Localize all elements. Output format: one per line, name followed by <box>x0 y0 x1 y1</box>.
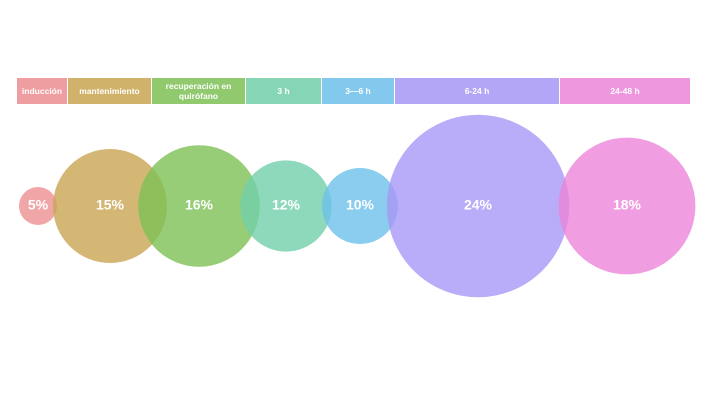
phase-label: 24-48 h <box>560 78 690 104</box>
phase-label: recuperación en quirófano <box>152 78 245 104</box>
bubble <box>322 168 398 244</box>
phase-label: 3—6 h <box>322 78 394 104</box>
phase-label: inducción <box>17 78 67 104</box>
value-label: 24% <box>464 197 493 213</box>
bubble <box>19 187 57 225</box>
bubble <box>138 145 260 267</box>
value-label: 16% <box>185 197 214 213</box>
bubble <box>240 160 332 252</box>
phase-label: mantenimiento <box>68 78 151 104</box>
bubble <box>386 114 570 298</box>
value-label: 10% <box>346 197 375 213</box>
bubble <box>558 137 696 275</box>
bubble <box>53 149 167 263</box>
phase-label: 6-24 h <box>395 78 559 104</box>
value-label: 5% <box>28 197 49 213</box>
value-label: 18% <box>613 197 642 213</box>
phase-label: 3 h <box>246 78 321 104</box>
value-label: 12% <box>272 197 301 213</box>
value-label: 15% <box>96 197 125 213</box>
